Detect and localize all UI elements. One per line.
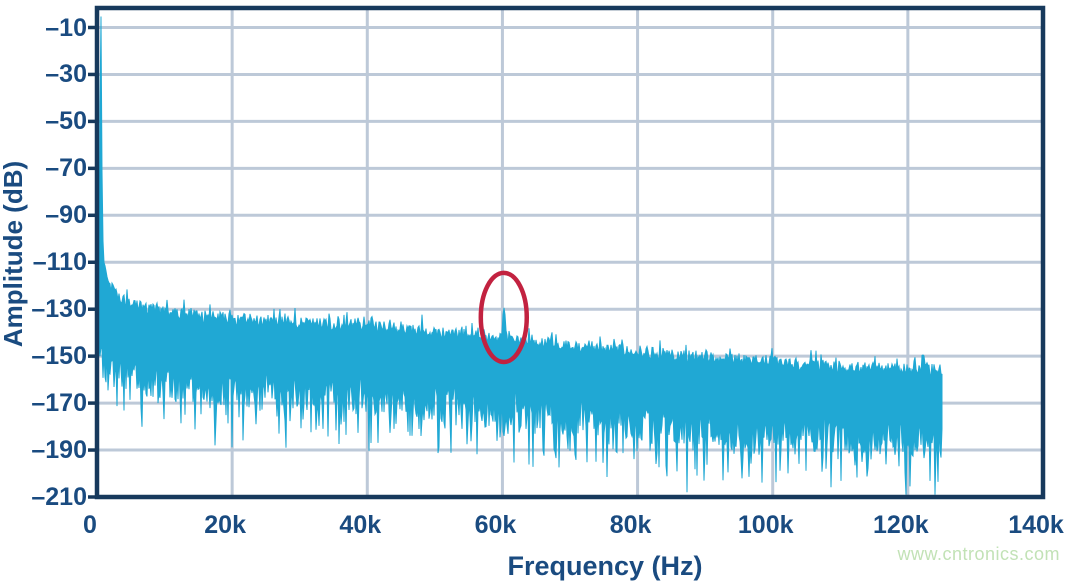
x-tick-label: 0 [83,511,97,539]
x-tick-label: 100k [737,511,794,539]
spur-highlight-ellipse [478,270,530,365]
y-tick-label: –130 [31,295,87,324]
fft-trace [97,16,943,495]
x-tick-label: 40k [339,511,382,539]
y-tick-label: –110 [32,248,87,277]
y-tick-label: –50 [45,107,87,136]
y-tick-label: –90 [45,201,87,230]
y-tick-label: –150 [31,342,87,371]
x-axis-title: Frequency (Hz) [507,551,703,581]
x-tick-label: 20k [204,511,246,539]
y-tick-label: –30 [45,60,87,89]
y-tick-label: –70 [45,154,87,183]
y-tick-label: –10 [45,13,87,42]
x-tick-label: 60k [474,511,517,539]
plot-frame [94,5,1046,500]
x-tick-label: 80k [609,511,652,539]
y-tick-label: –190 [31,436,87,465]
watermark: www.cntronics.com [897,544,1060,564]
x-tick-label: 120k [873,511,929,539]
y-tick-label: –210 [31,483,87,511]
x-tick-label: 140k [1008,511,1064,539]
y-tick-label: –170 [31,389,87,418]
